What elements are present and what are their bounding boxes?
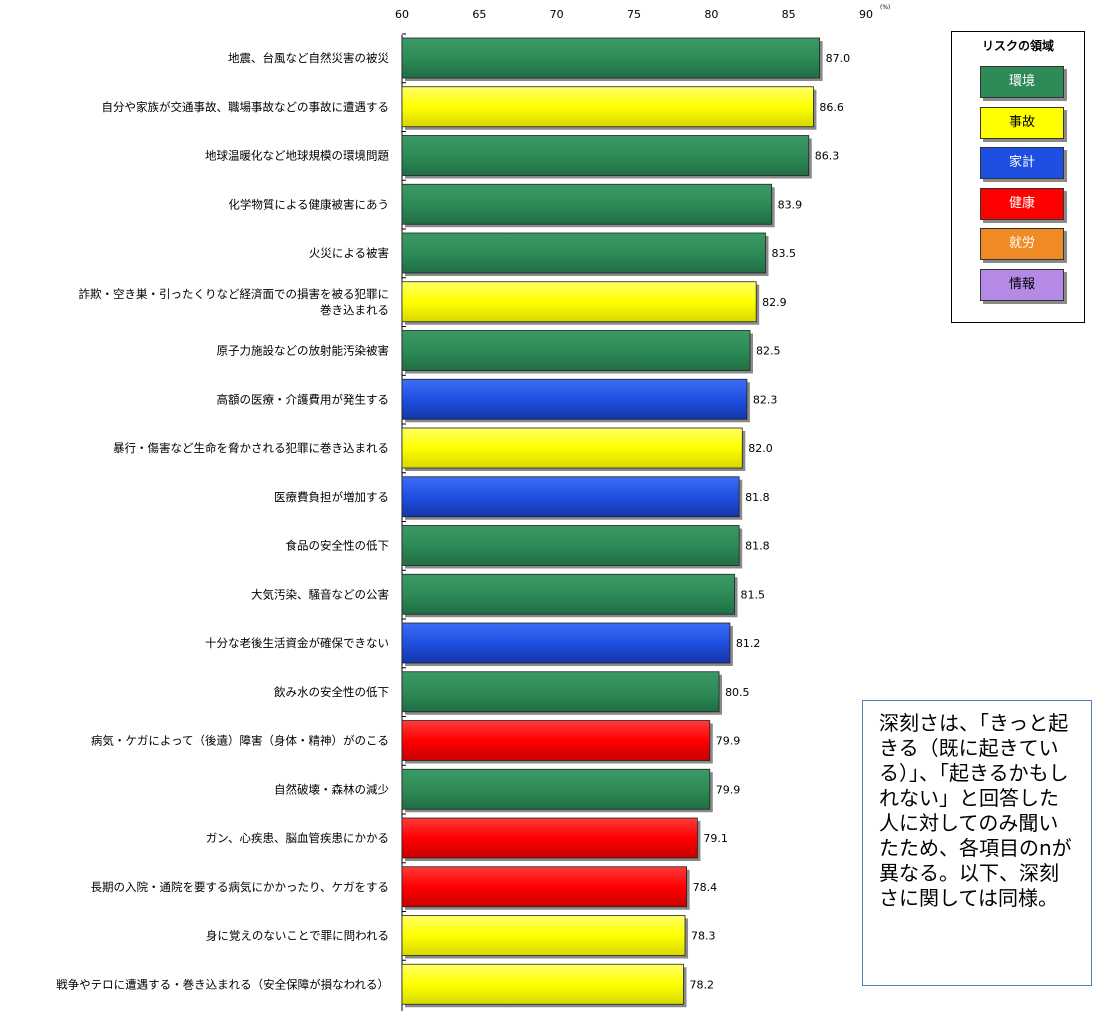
bar <box>401 378 748 420</box>
category-label: 戦争やテロに遭遇する・巻き込まれる（安全保障が損なわれる） <box>56 977 389 991</box>
bar <box>401 817 698 859</box>
legend-item: 情報 <box>980 268 1064 301</box>
x-axis: 60 65 70 75 80 85 90 <box>395 8 873 21</box>
bar <box>401 866 687 908</box>
bar <box>401 427 743 469</box>
category-label: 長期の入院・通院を要する病気にかかったり、ケガをする <box>90 880 389 894</box>
bar-value-label: 78.4 <box>693 881 718 894</box>
bar-value-label: 78.2 <box>689 978 714 991</box>
category-label: 身に覚えのないことで罪に問われる <box>206 929 389 943</box>
bar-value-label: 86.6 <box>819 101 844 114</box>
bar-value-label: 81.2 <box>736 637 761 650</box>
bar <box>401 135 810 176</box>
category-label: 詐欺・空き巣・引ったくりなど経済面での損害を被る犯罪に巻き込まれる <box>79 287 390 317</box>
bar-value-label: 86.3 <box>815 150 840 163</box>
category-label: 病気・ケガによって（後遺）障害（身体・精神）がのこる <box>91 734 389 748</box>
x-tick-label: 90 <box>859 8 873 21</box>
bar <box>401 720 711 761</box>
bar-value-label: 83.5 <box>771 247 796 260</box>
category-label: 自分や家族が交通事故、職場事故などの事故に遭遇する <box>102 100 390 114</box>
bar-value-label: 81.5 <box>741 588 766 601</box>
bar <box>401 330 751 371</box>
x-tick-label: 65 <box>472 8 486 21</box>
bar-value-label: 79.1 <box>703 832 728 845</box>
bar-value-label: 87.0 <box>826 52 851 65</box>
legend: リスクの領域 環境事故家計健康就労情報 <box>951 31 1085 323</box>
category-label: 飲み水の安全性の低下 <box>274 685 389 699</box>
bar-value-label: 78.3 <box>691 930 716 943</box>
bar <box>401 232 766 274</box>
bar-value-label: 79.9 <box>716 783 741 796</box>
bar-value-label: 82.0 <box>748 442 773 455</box>
category-label: 大気汚染、騒音などの公害 <box>251 587 389 601</box>
bar <box>401 525 740 566</box>
legend-title: リスクの領域 <box>981 39 1054 53</box>
bar-value-label: 81.8 <box>745 491 770 504</box>
bar-value-label: 82.5 <box>756 345 781 358</box>
category-label: 食品の安全性の低下 <box>286 539 390 553</box>
bar-value-label: 83.9 <box>778 198 803 211</box>
legend-item: 就労 <box>980 228 1064 260</box>
category-label: 自然破壊・森林の減少 <box>274 782 389 796</box>
bar-value-label: 82.3 <box>753 393 778 406</box>
bar <box>401 622 731 664</box>
bar-value-label: 79.9 <box>716 735 741 748</box>
bar <box>401 476 740 518</box>
bar-value-label: 81.8 <box>745 540 770 553</box>
x-tick-label: 70 <box>550 8 564 21</box>
category-label: 暴行・傷害など生命を脅かされる犯罪に巻き込まれる <box>113 441 389 455</box>
bars: 87.0 地震、台風など自然災害の被災 86.6 自分や家族が交通事故、職場事故などの… <box>56 33 851 1008</box>
bar <box>401 671 720 713</box>
category-label: 高額の医療・介護費用が発生する <box>217 392 390 406</box>
category-label: 医療費負担が増加する <box>274 490 389 504</box>
bar <box>401 915 686 956</box>
category-label: 地球温暖化など地球規模の環境問題 <box>205 149 389 163</box>
category-label: 火災による被害 <box>309 246 389 260</box>
legend-item: 家計 <box>980 147 1064 179</box>
bar <box>401 963 684 1005</box>
legend-item: 健康 <box>980 187 1064 220</box>
bar-value-label: 82.9 <box>762 296 787 309</box>
bar <box>401 281 757 323</box>
bar <box>401 768 711 810</box>
bar <box>401 573 735 615</box>
legend-item: 事故 <box>980 106 1064 139</box>
x-tick-label: 85 <box>782 8 796 21</box>
x-tick-label: 60 <box>395 8 409 21</box>
note-box: 深刻さは、「きっと起きる（既に起きている）」、「起きるかもしれない」と回答した人… <box>862 700 1092 986</box>
category-label: 十分な老後生活資金が確保できない <box>205 636 389 650</box>
x-tick-label: 80 <box>704 8 718 21</box>
unit-label: (%) <box>880 4 890 11</box>
category-label: 化学物質による健康被害にあう <box>228 197 389 211</box>
x-tick-label: 75 <box>627 8 641 21</box>
category-label: 地震、台風など自然災害の被災 <box>228 51 389 65</box>
bar-value-label: 80.5 <box>725 686 750 699</box>
category-label: ガン、心疾患、脳血管疾患にかかる <box>206 831 389 845</box>
bar <box>401 37 821 79</box>
legend-item: 環境 <box>980 66 1064 98</box>
bar <box>401 183 773 225</box>
bar <box>401 86 814 128</box>
category-label: 原子力施設などの放射能汚染被害 <box>217 344 390 358</box>
